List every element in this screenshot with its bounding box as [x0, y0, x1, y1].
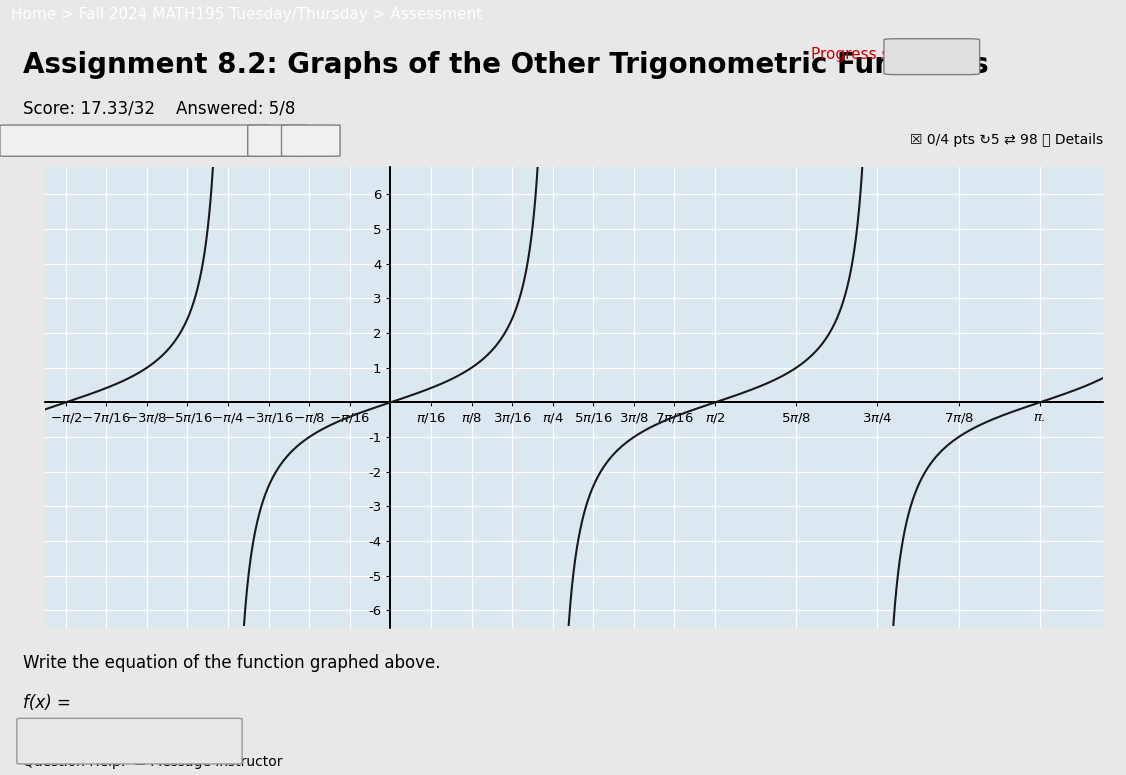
Text: <: < [269, 133, 283, 148]
Text: ☒ 0/4 pts ↻5 ⇄ 98 ⓘ Details: ☒ 0/4 pts ↻5 ⇄ 98 ⓘ Details [910, 133, 1103, 147]
Text: >: > [303, 133, 316, 148]
Text: Assignment 8.2: Graphs of the Other Trigonometric Functions: Assignment 8.2: Graphs of the Other Trig… [23, 51, 989, 79]
FancyBboxPatch shape [282, 125, 340, 157]
Text: Write the equation of the function graphed above.: Write the equation of the function graph… [23, 654, 440, 672]
FancyBboxPatch shape [248, 125, 306, 157]
Text: Done: Done [912, 46, 953, 62]
Text: Home > Fall 2024 MATH195 Tuesday/Thursday > Assessment: Home > Fall 2024 MATH195 Tuesday/Thursda… [11, 8, 483, 22]
Text: Question Help:  ✉ Message instructor: Question Help: ✉ Message instructor [23, 755, 282, 769]
FancyBboxPatch shape [17, 718, 242, 764]
Text: Question 4: Question 4 [51, 131, 152, 150]
Text: ▾: ▾ [222, 133, 229, 147]
Text: Progress saved: Progress saved [811, 46, 927, 61]
FancyBboxPatch shape [0, 125, 270, 157]
Text: Score: 17.33/32    Answered: 5/8: Score: 17.33/32 Answered: 5/8 [23, 100, 295, 118]
Text: f(x) =: f(x) = [23, 694, 71, 712]
FancyBboxPatch shape [884, 39, 980, 74]
